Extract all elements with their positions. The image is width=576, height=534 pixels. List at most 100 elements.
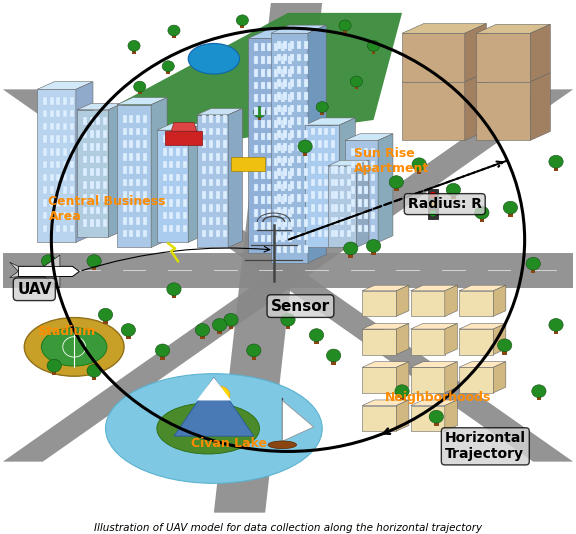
Bar — [89, 117, 93, 125]
Bar — [283, 92, 287, 99]
Polygon shape — [10, 271, 18, 278]
Bar — [143, 166, 147, 174]
Bar — [50, 199, 54, 207]
Bar — [50, 212, 54, 219]
Bar — [203, 191, 206, 199]
Bar — [304, 130, 308, 138]
Bar — [254, 209, 258, 217]
Circle shape — [134, 81, 146, 92]
Polygon shape — [411, 362, 457, 367]
Bar — [43, 122, 47, 130]
Ellipse shape — [188, 43, 240, 74]
Circle shape — [430, 201, 436, 207]
Bar — [183, 174, 187, 181]
Bar — [103, 194, 107, 201]
Polygon shape — [345, 140, 378, 242]
Bar — [123, 230, 127, 237]
Circle shape — [309, 329, 324, 341]
Circle shape — [298, 140, 312, 153]
Bar — [83, 181, 87, 189]
Polygon shape — [151, 98, 167, 247]
Bar — [96, 194, 100, 201]
Bar — [254, 197, 258, 204]
Bar — [260, 158, 264, 166]
Polygon shape — [402, 82, 465, 140]
Bar — [324, 166, 328, 174]
Bar — [288, 171, 292, 178]
Bar — [83, 194, 87, 201]
Bar — [216, 115, 220, 122]
Circle shape — [281, 313, 295, 326]
Bar — [267, 184, 271, 191]
Bar — [103, 219, 107, 227]
Bar — [223, 153, 227, 161]
Bar — [297, 232, 301, 240]
Circle shape — [526, 257, 540, 270]
Bar — [143, 204, 147, 212]
Bar — [267, 82, 271, 89]
Bar — [400, 394, 404, 400]
Bar — [203, 217, 206, 224]
Bar — [334, 204, 338, 212]
Bar — [267, 43, 271, 51]
Bar — [304, 66, 308, 74]
Bar — [83, 219, 87, 227]
Bar — [290, 105, 294, 112]
Bar — [267, 197, 271, 204]
Bar — [183, 135, 187, 143]
Circle shape — [41, 255, 56, 268]
Bar — [260, 222, 264, 230]
Polygon shape — [411, 400, 457, 405]
Bar — [203, 178, 206, 186]
Bar — [89, 181, 93, 189]
Bar — [303, 149, 308, 156]
Bar — [143, 128, 147, 135]
Bar — [340, 204, 344, 212]
Bar — [281, 82, 285, 89]
Bar — [216, 230, 220, 237]
Bar — [267, 209, 271, 217]
Bar — [281, 184, 285, 191]
Bar — [216, 217, 220, 224]
Circle shape — [121, 324, 135, 336]
Bar — [372, 224, 375, 232]
Bar — [43, 161, 47, 168]
Bar — [304, 92, 308, 99]
Bar — [63, 212, 67, 219]
Bar — [290, 219, 294, 227]
Bar — [96, 168, 100, 176]
Bar — [260, 197, 264, 204]
Bar — [63, 174, 67, 181]
Bar — [260, 56, 264, 64]
Polygon shape — [328, 160, 369, 166]
Bar — [252, 353, 256, 360]
Bar — [209, 191, 213, 199]
Bar — [372, 199, 375, 207]
Bar — [89, 219, 93, 227]
Bar — [203, 153, 206, 161]
Polygon shape — [411, 405, 445, 431]
Bar — [203, 204, 206, 212]
Bar — [304, 181, 308, 189]
Bar — [288, 133, 292, 140]
Bar — [162, 174, 166, 181]
Bar — [324, 230, 328, 237]
Bar — [365, 224, 369, 232]
Bar — [267, 107, 271, 115]
Bar — [216, 153, 220, 161]
Bar — [311, 230, 315, 237]
Bar — [276, 245, 281, 253]
Polygon shape — [197, 378, 231, 400]
Bar — [83, 168, 87, 176]
Bar — [143, 115, 147, 122]
Bar — [254, 69, 258, 76]
Bar — [56, 122, 60, 130]
Bar — [311, 191, 315, 199]
Bar — [304, 219, 308, 227]
Bar — [43, 110, 47, 117]
Bar — [260, 145, 264, 153]
Bar — [358, 174, 362, 181]
Bar — [50, 161, 54, 168]
Bar — [172, 33, 176, 38]
Bar — [137, 166, 141, 174]
